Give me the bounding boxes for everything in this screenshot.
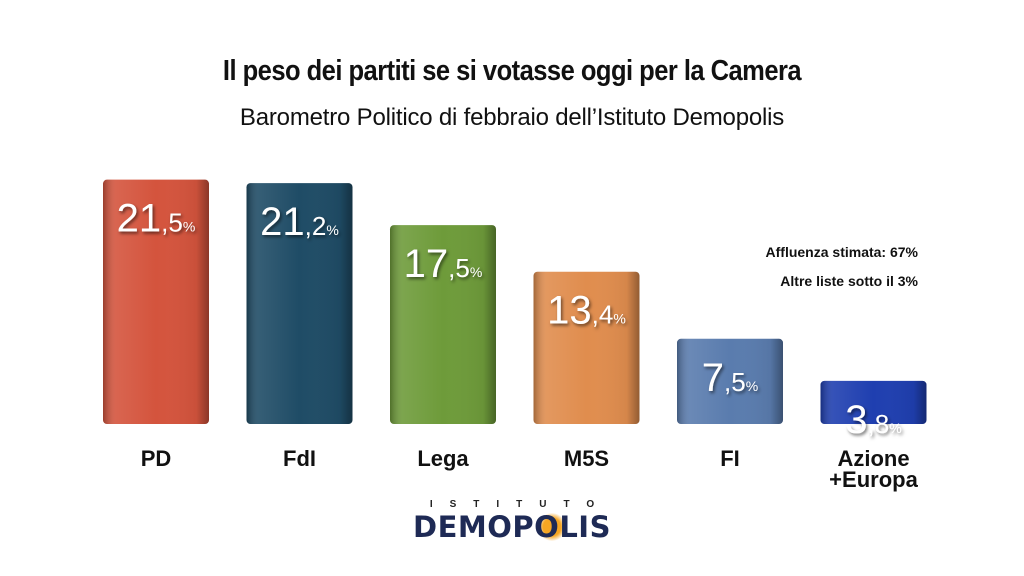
other-lists-note: Altre liste sotto il 3% (780, 273, 918, 289)
category-label: FdI (283, 446, 316, 471)
bar-shading (820, 380, 927, 424)
turnout-note: Affluenza stimata: 67% (765, 244, 918, 260)
value-label: 7,5% (702, 356, 758, 400)
bar-shading (677, 338, 783, 424)
bar-shading (533, 271, 640, 424)
bar-shading (390, 225, 496, 424)
bar-shading (246, 183, 353, 424)
bar-shading (103, 179, 209, 424)
value-label: 17,5% (404, 242, 483, 286)
category-label: Lega (417, 446, 469, 471)
demopolis-logo: ISTITUTO DEMOPOLIS (0, 499, 1024, 543)
value-label: 3,8% (845, 398, 901, 442)
logo-main-text: DEMOPOLIS (413, 510, 611, 544)
value-label: 21,2% (260, 200, 339, 244)
value-label: 21,5% (117, 197, 196, 241)
logo-top-text: ISTITUTO (429, 499, 612, 510)
chart-title: Il peso dei partiti se si votasse oggi p… (222, 55, 802, 87)
category-label: PD (141, 446, 172, 471)
value-label: 13,4% (547, 289, 626, 333)
category-label: Azione +Europa (829, 446, 918, 492)
category-label: FI (720, 446, 740, 471)
chart-subtitle: Barometro Politico di febbraio dell’Isti… (239, 104, 785, 131)
category-label: M5S (564, 446, 609, 471)
